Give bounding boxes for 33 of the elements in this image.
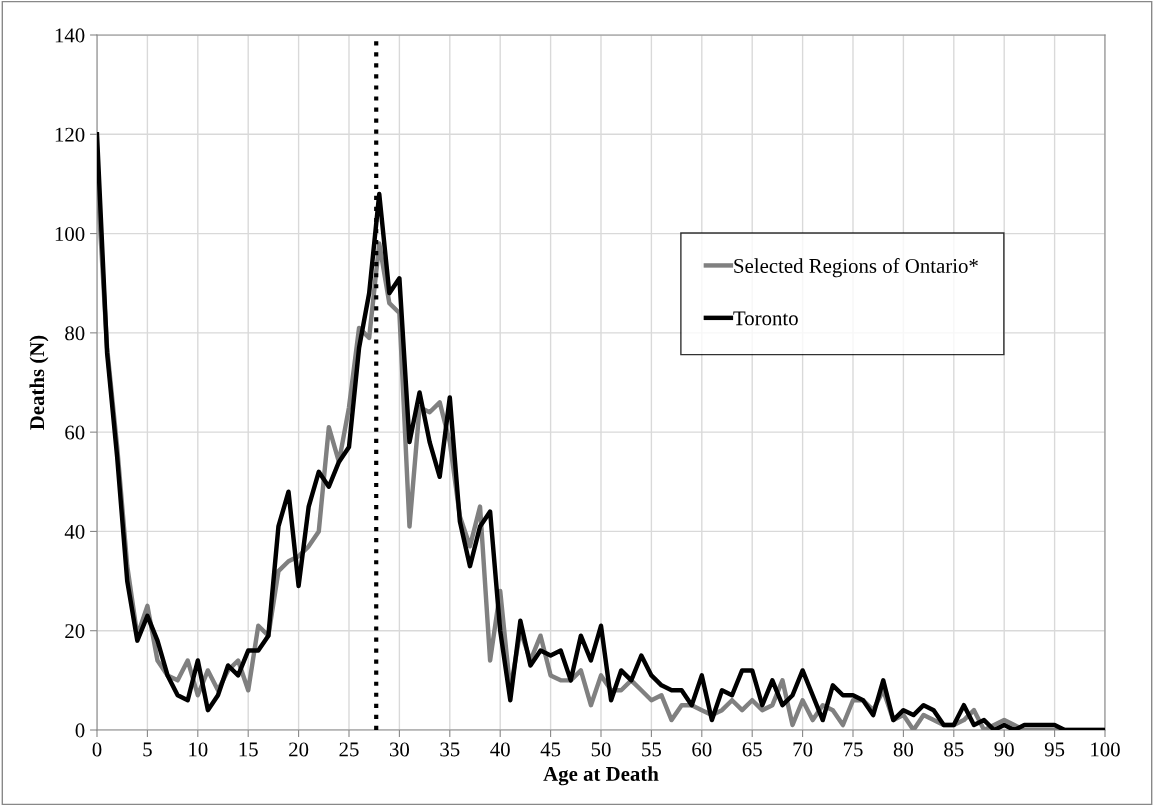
y-axis-title: Deaths (N) — [29, 335, 49, 430]
x-tick-label: 45 — [540, 742, 561, 757]
x-tick-label: 95 — [1044, 742, 1065, 757]
y-tick-label: 140 — [55, 28, 85, 43]
x-tick-label: 75 — [843, 742, 863, 757]
x-tick-label: 40 — [490, 742, 510, 757]
x-tick-label: 25 — [339, 742, 359, 757]
x-tick-label: 10 — [189, 742, 208, 757]
y-tick-label: 20 — [65, 624, 85, 639]
y-tick-label: 80 — [65, 326, 85, 341]
y-tick-label: 120 — [55, 127, 85, 142]
y-tick-label: 40 — [64, 524, 85, 539]
x-tick-label: 0 — [92, 742, 102, 757]
x-tick-label: 20 — [289, 742, 309, 757]
x-tick-label: 90 — [994, 742, 1014, 757]
x-tick-label: 100 — [1091, 742, 1120, 757]
x-axis-title: Age at Death — [543, 766, 659, 786]
x-tick-label: 30 — [389, 742, 410, 757]
x-tick-label: 80 — [893, 742, 914, 757]
x-tick-label: 85 — [944, 742, 964, 757]
legend-label: Toronto — [733, 311, 798, 326]
y-tick-label: 100 — [55, 226, 85, 241]
x-tick-label: 70 — [793, 742, 813, 757]
y-tick-label: 0 — [75, 723, 85, 738]
x-tick-label: 55 — [642, 742, 661, 757]
y-tick-label: 60 — [65, 425, 85, 440]
x-tick-label: 65 — [742, 742, 762, 757]
x-tick-label: 50 — [591, 742, 611, 757]
x-tick-label: 60 — [692, 742, 712, 757]
x-tick-label: 15 — [239, 742, 258, 757]
x-tick-label: 5 — [143, 742, 152, 757]
legend-label: Selected Regions of Ontario* — [734, 258, 978, 278]
x-tick-label: 35 — [440, 742, 460, 757]
